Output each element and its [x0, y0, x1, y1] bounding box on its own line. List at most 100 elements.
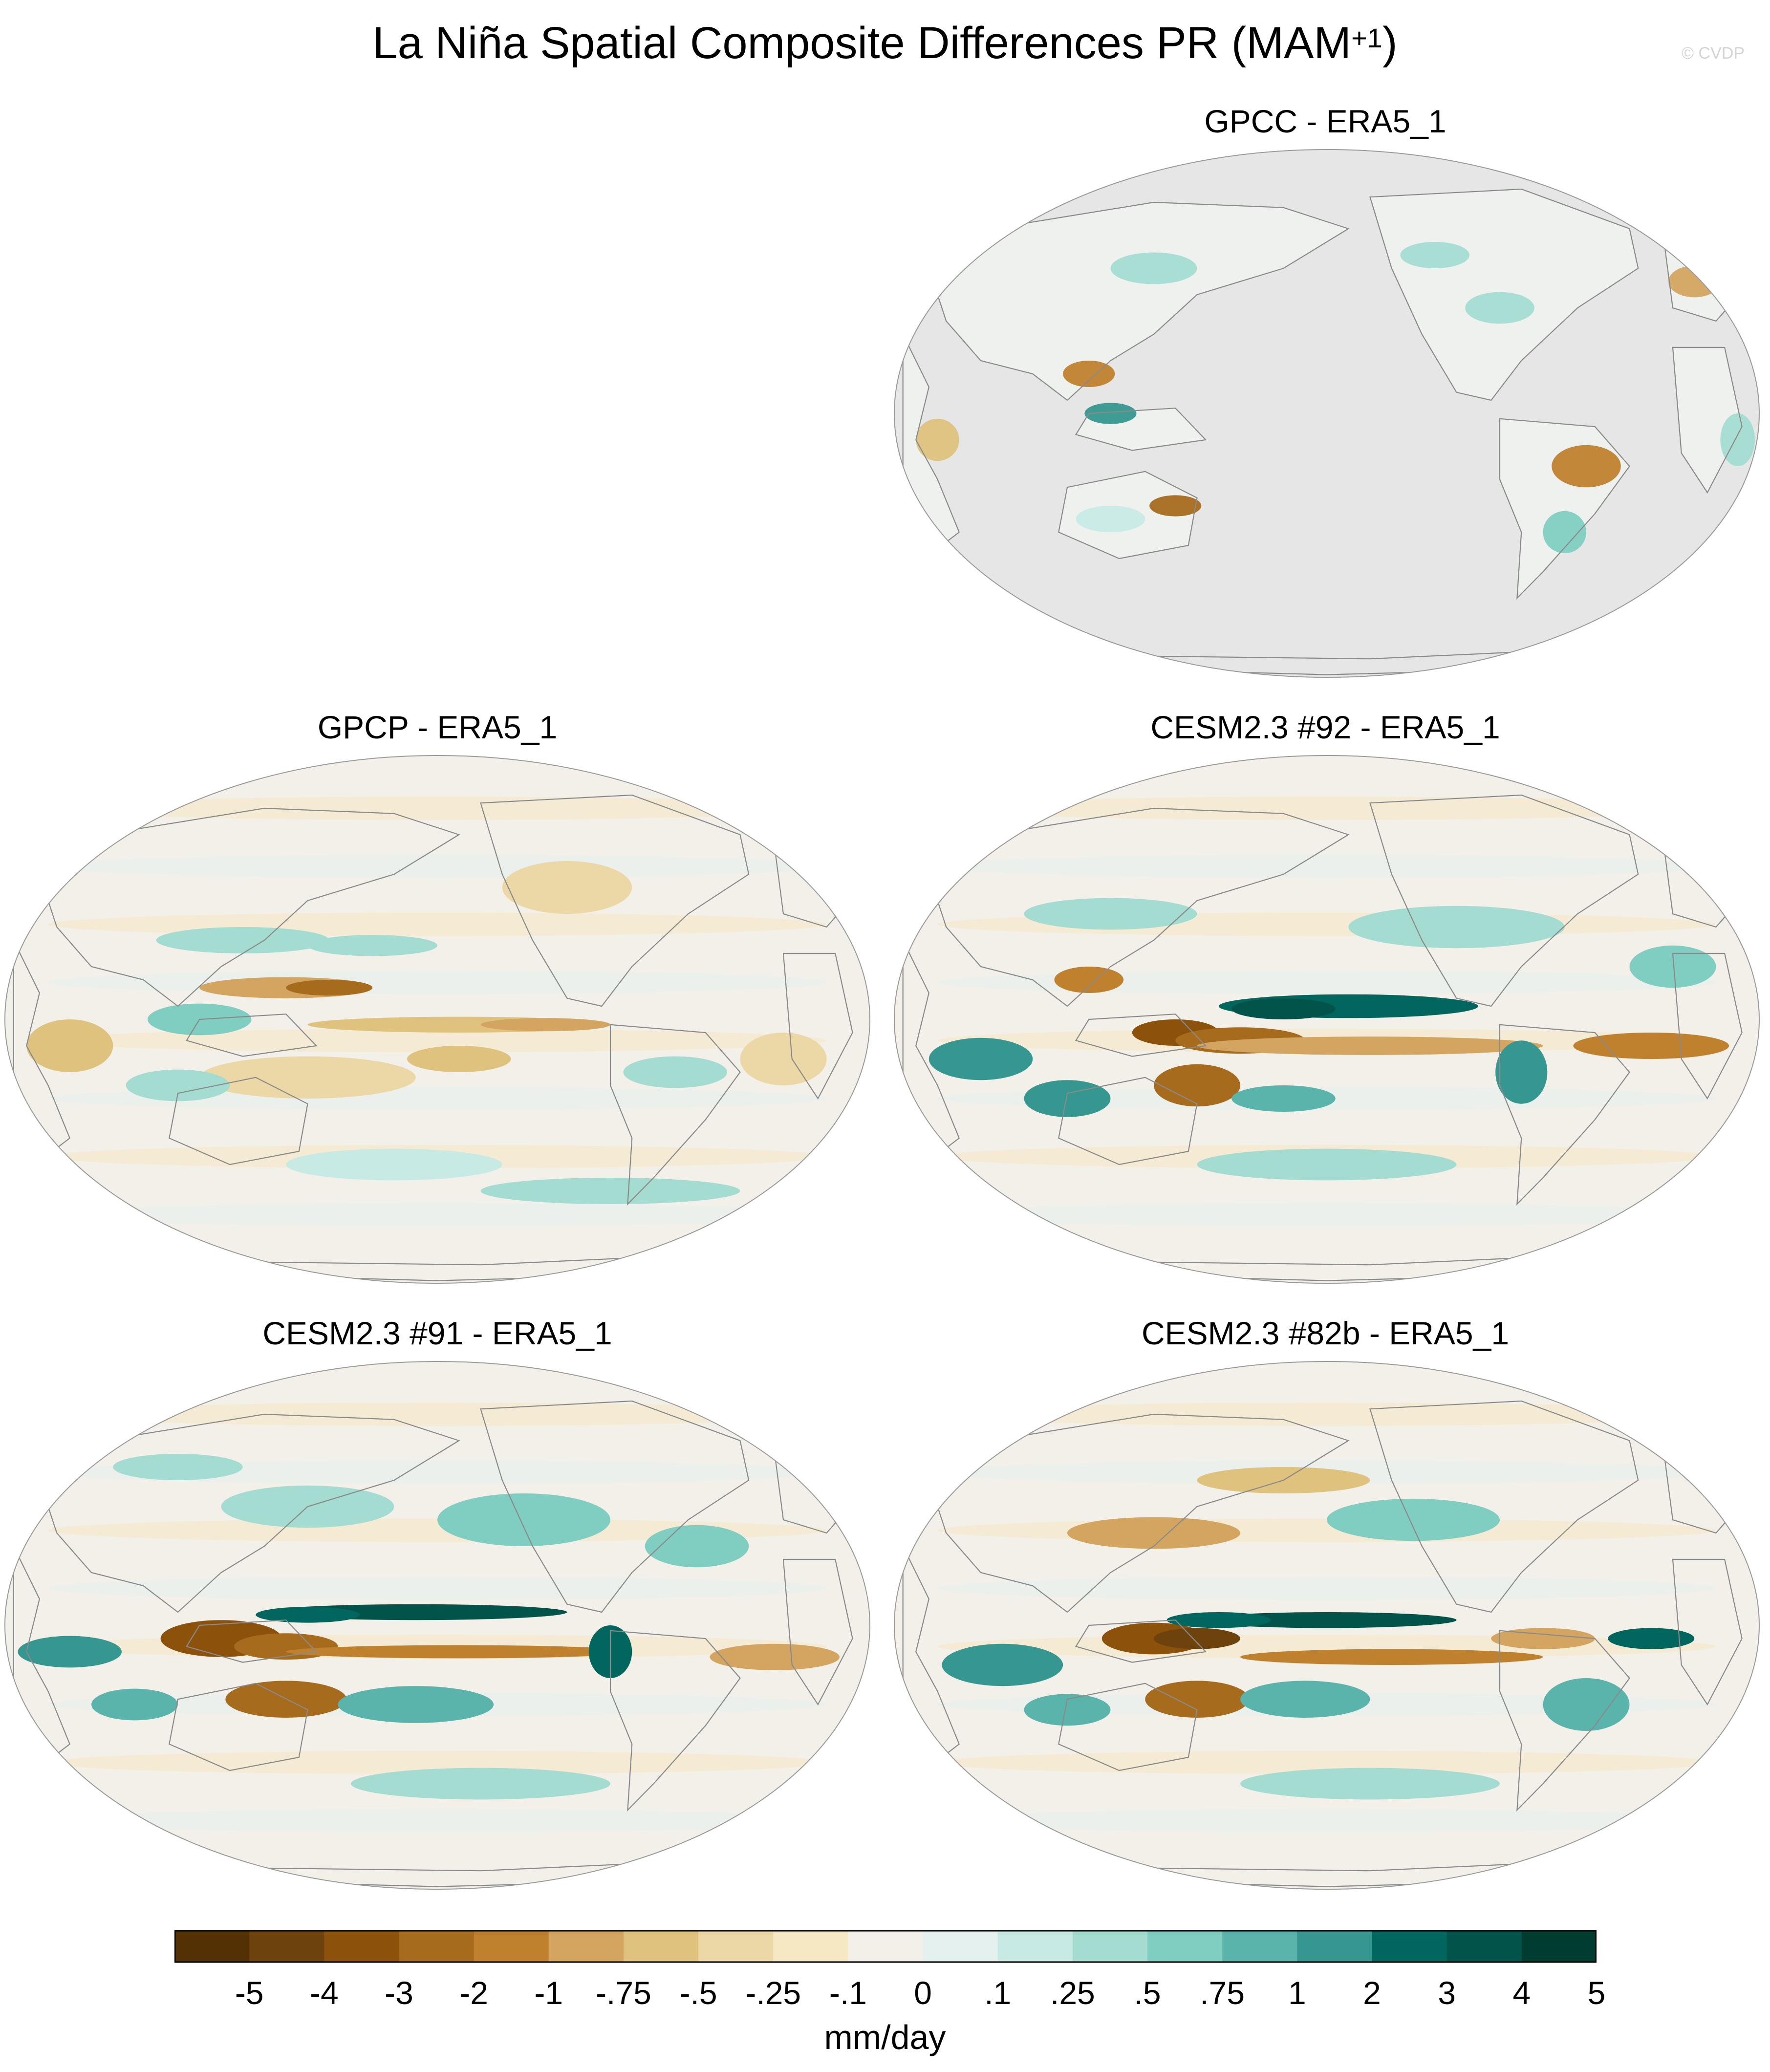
colorbar-tick-label: -5 — [235, 1975, 264, 2011]
figure-title-superscript: +1 — [1351, 22, 1382, 53]
colorbar-frame — [174, 1930, 1597, 1963]
anomaly-patch — [1063, 361, 1115, 387]
coastline-australia — [1058, 1077, 1198, 1166]
background-band — [937, 971, 1716, 994]
background-band — [48, 1203, 827, 1227]
panel-title-cesm91: CESM2.3 #91 - ERA5_1 — [262, 1315, 612, 1351]
background-band — [48, 854, 827, 878]
coastline-australia — [1058, 1683, 1198, 1771]
anomaly-field — [13, 794, 862, 1281]
anomaly-patch — [1084, 403, 1137, 424]
map-panel-cesm82b — [894, 1361, 1760, 1890]
anomaly-patch — [18, 1636, 122, 1668]
anomaly-patch — [1573, 1033, 1729, 1059]
anomaly-patch — [1608, 1628, 1695, 1649]
coastline-asia — [39, 807, 460, 1007]
coastline-asia — [928, 1413, 1350, 1613]
coastline-maritime — [186, 1619, 318, 1663]
coastline-maritime — [1075, 1619, 1207, 1663]
anomaly-patch — [1149, 495, 1202, 517]
colorbar-swatch — [848, 1930, 924, 1963]
anomaly-patch — [286, 980, 373, 996]
colorbar-swatch — [1372, 1930, 1447, 1963]
coastline-namerica — [1369, 1400, 1639, 1613]
colorbar-swatch — [1222, 1930, 1297, 1963]
anomaly-patch — [1154, 1064, 1240, 1107]
colorbar-swatch — [1446, 1930, 1522, 1963]
colorbar-swatch — [399, 1930, 475, 1963]
anomaly-patch — [502, 861, 632, 914]
background-band — [48, 1576, 827, 1600]
anomaly-patch — [1024, 898, 1197, 930]
anomaly-patch — [1348, 906, 1565, 949]
map-panel-cesm92 — [894, 755, 1760, 1284]
colorbar-tick-label: 0 — [914, 1975, 932, 2011]
colorbar-tick-label: .75 — [1200, 1975, 1245, 2011]
anomaly-patch — [1543, 1678, 1630, 1731]
anomaly-field — [902, 1400, 1751, 1887]
anomaly-patch — [1166, 1612, 1271, 1628]
anomaly-patch — [1231, 998, 1336, 1019]
anomaly-patch — [1067, 1517, 1240, 1549]
anomaly-patch — [928, 1037, 1033, 1080]
anomaly-patch — [1668, 265, 1721, 298]
colorbar-swatch — [923, 1930, 998, 1963]
coastline-africa_e — [1672, 346, 1743, 494]
coastline-africa_e — [1672, 952, 1743, 1100]
anomaly-patch — [710, 1643, 840, 1670]
coastline-australia — [1058, 471, 1198, 560]
colorbar-tick-label: .25 — [1050, 1975, 1095, 2011]
colorbar-tick-label: 1 — [1288, 1975, 1306, 2011]
anomaly-patch — [307, 935, 437, 956]
figure-title-text: La Niña Spatial Composite Differences PR… — [372, 18, 1352, 68]
coastline-samerica — [609, 1630, 741, 1812]
map-panel-gpcc — [894, 149, 1760, 678]
anomaly-patch — [1231, 1085, 1336, 1112]
anomaly-patch — [1543, 511, 1586, 554]
colorbar-tick-label: -.25 — [745, 1975, 801, 2011]
coastline-africa_e — [782, 1558, 853, 1706]
coastline-asia — [928, 807, 1350, 1007]
colorbar-tick-label: -.1 — [829, 1975, 867, 2011]
colorbar-tick-label: .5 — [1134, 1975, 1161, 2011]
anomaly-patch — [1076, 506, 1145, 532]
watermark: © CVDP — [1682, 44, 1745, 63]
anomaly-patch — [126, 1069, 230, 1101]
colorbar-tick-label: 5 — [1587, 1975, 1606, 2011]
anomaly-patch — [256, 1607, 360, 1623]
colorbar-tick-label: 4 — [1512, 1975, 1531, 2011]
anomaly-patch — [1495, 1040, 1548, 1104]
anomaly-patch — [1465, 292, 1534, 324]
background-band — [48, 1809, 827, 1833]
background-band — [937, 1518, 1716, 1542]
background-band — [48, 971, 827, 994]
colorbar-tick-label: -.5 — [679, 1975, 717, 2011]
coastline-australia — [169, 1683, 308, 1771]
colorbar-tick-label: -2 — [459, 1975, 488, 2011]
figure-title-close: ) — [1382, 18, 1398, 68]
background-band — [937, 1576, 1716, 1600]
anomaly-patch — [480, 1018, 610, 1032]
anomaly-patch — [1240, 1681, 1370, 1718]
panel-title-cesm82b: CESM2.3 #82b - ERA5_1 — [1141, 1315, 1510, 1351]
anomaly-patch — [1240, 1768, 1500, 1800]
coastline-africa_e — [1672, 1558, 1743, 1706]
background-band — [937, 797, 1716, 820]
anomaly-patch — [1720, 413, 1755, 466]
colorbar-swatch — [474, 1930, 549, 1963]
anomaly-patch — [156, 927, 329, 953]
colorbar-tick-label: -4 — [309, 1975, 339, 2011]
anomaly-patch — [1327, 1498, 1500, 1541]
map-border — [894, 1361, 1760, 1890]
colorbar-swatch — [698, 1930, 774, 1963]
colorbar-swatch — [1147, 1930, 1223, 1963]
background-band — [48, 797, 827, 820]
background-band — [48, 1518, 827, 1542]
anomaly-patch — [623, 1056, 727, 1088]
anomaly-field — [13, 1400, 862, 1887]
anomaly-patch — [1400, 242, 1470, 268]
colorbar-units: mm/day — [824, 2018, 946, 2056]
anomaly-patch — [113, 1454, 243, 1480]
map-panel-gpcp — [4, 755, 870, 1284]
coastline-africa_e — [782, 952, 853, 1100]
